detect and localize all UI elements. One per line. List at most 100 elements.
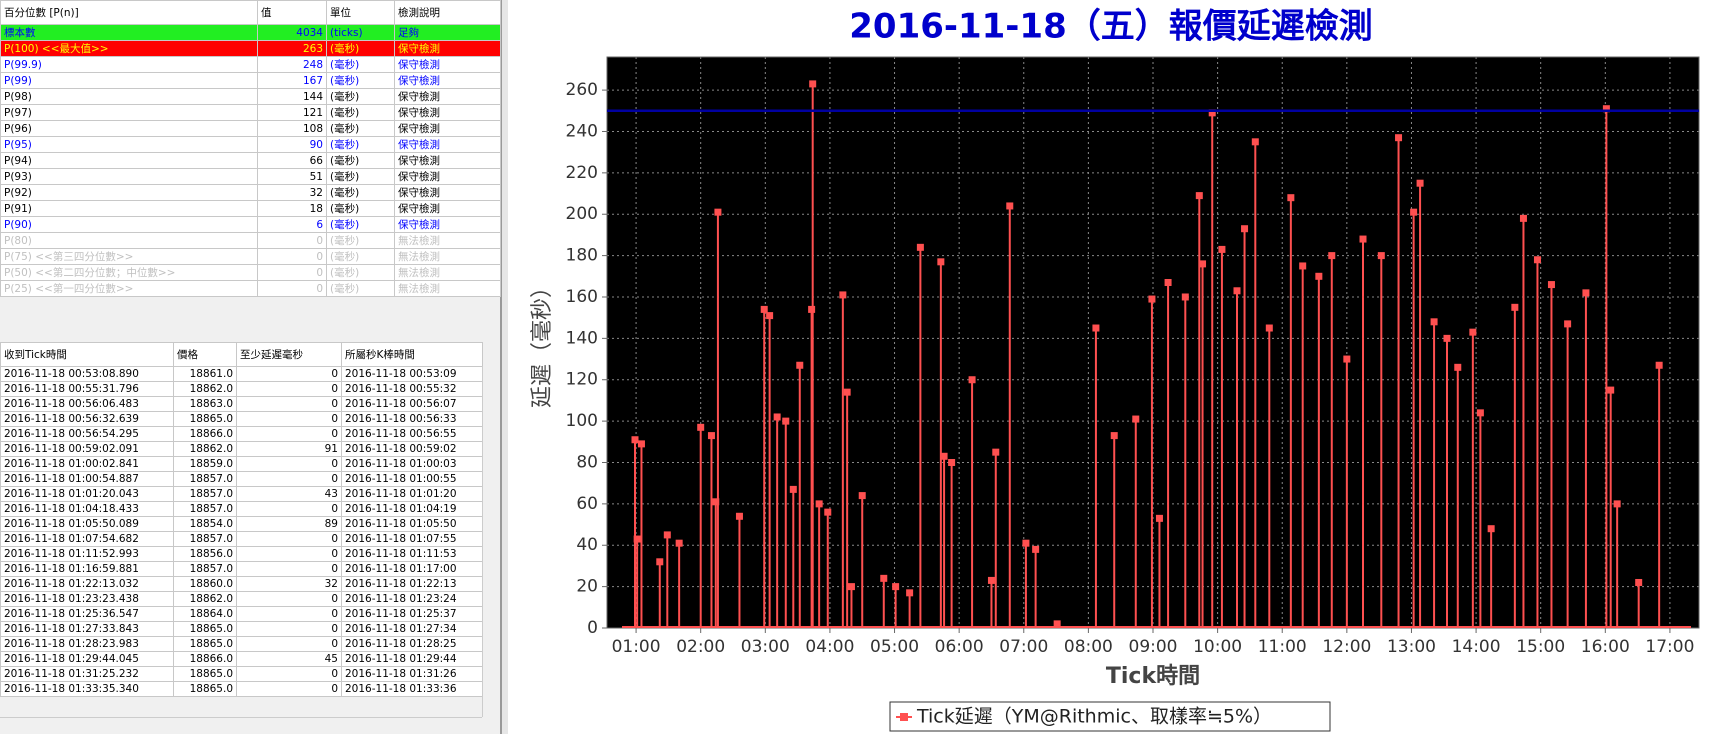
header-row: 收到Tick時間 價格 至少延遲毫秒 所屬秒K棒時間 bbox=[0, 342, 483, 367]
cell: P(90) bbox=[0, 216, 258, 233]
cell: 248 bbox=[257, 56, 327, 73]
cell: 0 bbox=[236, 666, 342, 682]
y-tick-label: 80 bbox=[576, 452, 598, 472]
cell: 保守檢測 bbox=[394, 88, 501, 105]
horizontal-scrollbar[interactable] bbox=[0, 717, 482, 734]
cell: P(98) bbox=[0, 88, 258, 105]
cell: (毫秒) bbox=[326, 56, 395, 73]
cell: (毫秒) bbox=[326, 248, 395, 265]
x-tick-label: 11:00 bbox=[1258, 637, 1307, 657]
cell: (ticks) bbox=[326, 24, 395, 41]
cell: 51 bbox=[257, 168, 327, 185]
plot-frame bbox=[606, 56, 1700, 629]
cell: 18865.0 bbox=[173, 411, 237, 427]
splitter[interactable] bbox=[501, 0, 508, 734]
plot-area bbox=[607, 57, 1699, 628]
tick-row: 2016-11-18 01:27:33.843 18865.0 0 2016-11-1… bbox=[0, 621, 483, 637]
cell: 18865.0 bbox=[173, 666, 237, 682]
delay-marker bbox=[1181, 293, 1189, 301]
cell: 2016-11-18 01:00:54.887 bbox=[0, 471, 174, 487]
x-tick-label: 16:00 bbox=[1581, 637, 1630, 657]
delay-marker bbox=[697, 423, 705, 431]
cell: 2016-11-18 01:29:44.045 bbox=[0, 651, 174, 667]
delay-marker bbox=[766, 312, 774, 320]
cell: 2016-11-18 01:27:34 bbox=[341, 621, 483, 637]
cell: 18865.0 bbox=[173, 636, 237, 652]
cell: 保守檢測 bbox=[394, 200, 501, 217]
cell: 0 bbox=[236, 426, 342, 442]
cell: 2016-11-18 00:56:07 bbox=[341, 396, 483, 412]
stats-row: P(50) <<第二四分位數；中位數>> 0 (毫秒) 無法檢測 bbox=[0, 264, 501, 281]
delay-marker bbox=[707, 432, 715, 440]
delay-marker bbox=[937, 258, 945, 266]
delay-marker bbox=[880, 574, 888, 582]
y-tick-label: 200 bbox=[566, 204, 598, 224]
delay-marker bbox=[1155, 514, 1163, 522]
cell: 無法檢測 bbox=[394, 280, 501, 297]
delay-marker bbox=[824, 508, 832, 516]
cell: 32 bbox=[257, 184, 327, 201]
cell: 2016-11-18 00:55:31.796 bbox=[0, 381, 174, 397]
tick-row: 2016-11-18 01:33:35.340 18865.0 0 2016-11-1… bbox=[0, 681, 483, 697]
stats-row: P(80) 0 (毫秒) 無法檢測 bbox=[0, 232, 501, 249]
cell: 2016-11-18 01:27:33.843 bbox=[0, 621, 174, 637]
cell: 18857.0 bbox=[173, 486, 237, 502]
cell: 2016-11-18 01:22:13 bbox=[341, 576, 483, 592]
stats-table: 百分位數 [P(n)] 值單位 檢測說明 標本數 4034 (ticks) 足夠 P(100)… bbox=[0, 0, 501, 297]
cell: 2016-11-18 01:00:02.841 bbox=[0, 456, 174, 472]
stats-row: P(100) <<最大值>> 263 (毫秒) 保守檢測 bbox=[0, 40, 501, 57]
cell: (毫秒) bbox=[326, 200, 395, 217]
cell: 0 bbox=[236, 381, 342, 397]
delay-marker bbox=[789, 485, 797, 493]
cell: 2016-11-18 01:17:00 bbox=[341, 561, 483, 577]
y-tick-label: 100 bbox=[566, 411, 598, 431]
delay-marker bbox=[1032, 545, 1040, 553]
x-tick-label: 08:00 bbox=[1064, 637, 1113, 657]
cell: 2016-11-18 00:56:32.639 bbox=[0, 411, 174, 427]
delay-marker bbox=[1148, 295, 1156, 303]
tick-row: 2016-11-18 01:05:50.089 18854.0 89 2016-11-… bbox=[0, 516, 483, 532]
cell: 18866.0 bbox=[173, 651, 237, 667]
cell: 6 bbox=[257, 216, 327, 233]
cell: 108 bbox=[257, 120, 327, 137]
delay-marker bbox=[858, 492, 866, 500]
cell: 144 bbox=[257, 88, 327, 105]
tick-row: 2016-11-18 01:25:36.547 18864.0 0 2016-11-1… bbox=[0, 606, 483, 622]
legend: Tick延遲（YM@Rithmic、取樣率≒5%） bbox=[889, 701, 1331, 732]
delay-marker bbox=[839, 291, 847, 299]
delay-marker bbox=[1443, 334, 1451, 342]
stats-row: P(95) 90 (毫秒) 保守檢測 bbox=[0, 136, 501, 153]
cell: (毫秒) bbox=[326, 216, 395, 233]
vertical-scrollbar[interactable] bbox=[482, 366, 500, 717]
legend-marker bbox=[900, 713, 908, 721]
cell: (毫秒) bbox=[326, 136, 395, 153]
delay-marker bbox=[1199, 260, 1207, 268]
cell: 18862.0 bbox=[173, 381, 237, 397]
cell: 保守檢測 bbox=[394, 120, 501, 137]
delay-marker bbox=[847, 583, 855, 591]
cell: 0 bbox=[236, 501, 342, 517]
y-axis-title: 延遲（毫秒） bbox=[530, 276, 555, 408]
cell: 2016-11-18 01:28:25 bbox=[341, 636, 483, 652]
delay-marker bbox=[1233, 287, 1241, 295]
cell: 2016-11-18 01:00:03 bbox=[341, 456, 483, 472]
column-header: 單位 bbox=[326, 0, 395, 25]
y-tick-label: 220 bbox=[566, 163, 598, 183]
delay-marker bbox=[1377, 252, 1385, 260]
cell: 89 bbox=[236, 516, 342, 532]
delay-marker bbox=[1395, 134, 1403, 142]
cell: 18865.0 bbox=[173, 681, 237, 697]
delay-marker bbox=[1195, 192, 1203, 200]
cell: 2016-11-18 01:29:44 bbox=[341, 651, 483, 667]
delay-marker bbox=[1110, 432, 1118, 440]
cell: P(99.9) bbox=[0, 56, 258, 73]
delay-marker bbox=[1218, 245, 1226, 253]
cell: 121 bbox=[257, 104, 327, 121]
x-axis-title: Tick時間 bbox=[1106, 664, 1200, 689]
x-tick-label: 06:00 bbox=[935, 637, 984, 657]
delay-marker bbox=[1430, 318, 1438, 326]
tick-row: 2016-11-18 00:55:31.796 18862.0 0 2016-11-1… bbox=[0, 381, 483, 397]
cell: 2016-11-18 01:25:37 bbox=[341, 606, 483, 622]
column-header: 所屬秒K棒時間 bbox=[341, 342, 483, 367]
